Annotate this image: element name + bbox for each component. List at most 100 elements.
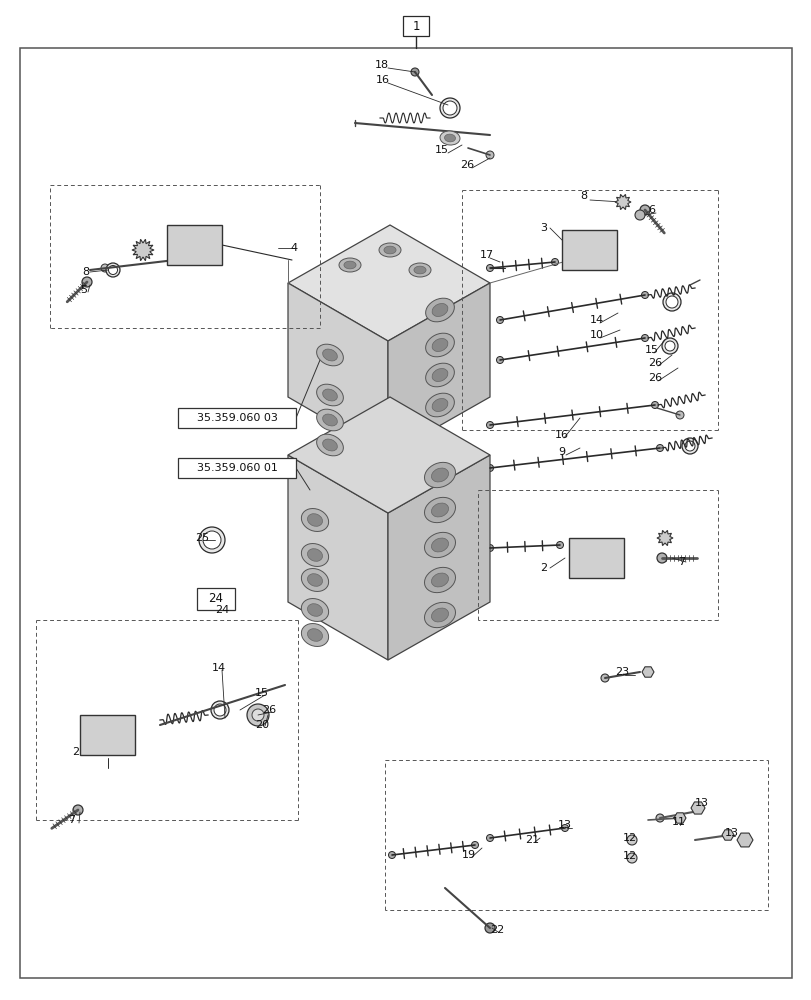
- Text: 15: 15: [644, 345, 659, 355]
- Ellipse shape: [431, 369, 448, 381]
- Ellipse shape: [431, 608, 448, 622]
- Text: 2: 2: [539, 563, 547, 573]
- Ellipse shape: [316, 409, 343, 431]
- Text: 25: 25: [195, 533, 209, 543]
- Ellipse shape: [424, 497, 455, 523]
- Ellipse shape: [425, 363, 454, 387]
- Circle shape: [586, 246, 594, 254]
- Ellipse shape: [307, 574, 322, 586]
- Circle shape: [187, 237, 203, 253]
- Polygon shape: [614, 194, 630, 210]
- Circle shape: [191, 241, 199, 249]
- Ellipse shape: [431, 304, 448, 316]
- Circle shape: [109, 265, 118, 274]
- Ellipse shape: [301, 624, 328, 646]
- Circle shape: [641, 334, 648, 342]
- Ellipse shape: [322, 439, 337, 451]
- Text: 13: 13: [724, 828, 738, 838]
- Circle shape: [655, 814, 663, 822]
- Text: 24: 24: [215, 605, 229, 615]
- Ellipse shape: [414, 266, 426, 274]
- Ellipse shape: [424, 462, 455, 488]
- Polygon shape: [132, 239, 154, 261]
- Circle shape: [626, 835, 636, 845]
- Text: 24: 24: [208, 592, 223, 605]
- Text: 1: 1: [412, 20, 419, 33]
- Text: 15: 15: [435, 145, 448, 155]
- Circle shape: [484, 923, 495, 933]
- Ellipse shape: [431, 468, 448, 482]
- Text: 10: 10: [590, 330, 603, 340]
- Circle shape: [100, 727, 116, 743]
- Text: 15: 15: [255, 688, 268, 698]
- Text: 2: 2: [72, 747, 79, 757]
- Text: 14: 14: [590, 315, 603, 325]
- Text: 23: 23: [614, 667, 629, 677]
- Circle shape: [665, 296, 677, 308]
- Circle shape: [380, 450, 400, 470]
- Circle shape: [660, 534, 668, 542]
- Ellipse shape: [301, 544, 328, 566]
- Circle shape: [104, 731, 112, 739]
- Ellipse shape: [431, 339, 448, 351]
- Circle shape: [410, 68, 418, 76]
- Text: 7: 7: [68, 815, 75, 825]
- Text: 26: 26: [647, 373, 661, 383]
- Circle shape: [551, 258, 558, 265]
- Bar: [197, 588, 234, 610]
- Circle shape: [641, 292, 648, 298]
- Text: 19: 19: [461, 850, 475, 860]
- Ellipse shape: [316, 384, 343, 406]
- Text: 18: 18: [375, 60, 388, 70]
- Polygon shape: [721, 830, 733, 840]
- Text: 12: 12: [622, 851, 637, 861]
- Circle shape: [471, 841, 478, 848]
- Circle shape: [486, 264, 493, 271]
- Polygon shape: [288, 455, 388, 660]
- Circle shape: [486, 834, 493, 841]
- Text: 13: 13: [557, 820, 571, 830]
- Circle shape: [247, 704, 268, 726]
- Ellipse shape: [444, 134, 455, 142]
- Circle shape: [413, 423, 427, 437]
- Circle shape: [684, 441, 694, 451]
- Text: 7: 7: [677, 557, 684, 567]
- Circle shape: [676, 411, 683, 419]
- Ellipse shape: [431, 503, 448, 517]
- Circle shape: [443, 101, 457, 115]
- Text: 13: 13: [694, 798, 708, 808]
- Text: 17: 17: [479, 250, 494, 260]
- Text: 16: 16: [375, 75, 389, 85]
- Circle shape: [73, 805, 83, 815]
- Circle shape: [251, 709, 264, 721]
- Ellipse shape: [338, 258, 361, 272]
- Ellipse shape: [424, 602, 455, 628]
- Text: 4: 4: [290, 243, 297, 253]
- Ellipse shape: [307, 514, 322, 526]
- Polygon shape: [736, 833, 752, 847]
- Text: 26: 26: [647, 358, 661, 368]
- Text: 21: 21: [525, 835, 539, 845]
- Text: 20: 20: [255, 720, 268, 730]
- Text: 14: 14: [212, 663, 225, 673]
- Ellipse shape: [431, 573, 448, 587]
- Circle shape: [214, 704, 225, 716]
- Text: 26: 26: [262, 705, 276, 715]
- Circle shape: [199, 527, 225, 553]
- Ellipse shape: [425, 333, 454, 357]
- Circle shape: [592, 554, 600, 562]
- Polygon shape: [288, 283, 388, 455]
- Circle shape: [211, 701, 229, 719]
- Text: 3: 3: [539, 223, 547, 233]
- Text: 8: 8: [579, 191, 586, 201]
- Circle shape: [663, 293, 680, 311]
- Circle shape: [496, 357, 503, 363]
- Circle shape: [650, 401, 658, 408]
- Bar: [167, 225, 222, 265]
- Text: 26: 26: [460, 160, 474, 170]
- Text: 35.359.060 01: 35.359.060 01: [196, 463, 277, 473]
- Circle shape: [656, 553, 666, 563]
- Circle shape: [101, 264, 109, 272]
- Ellipse shape: [322, 349, 337, 361]
- Circle shape: [588, 550, 604, 566]
